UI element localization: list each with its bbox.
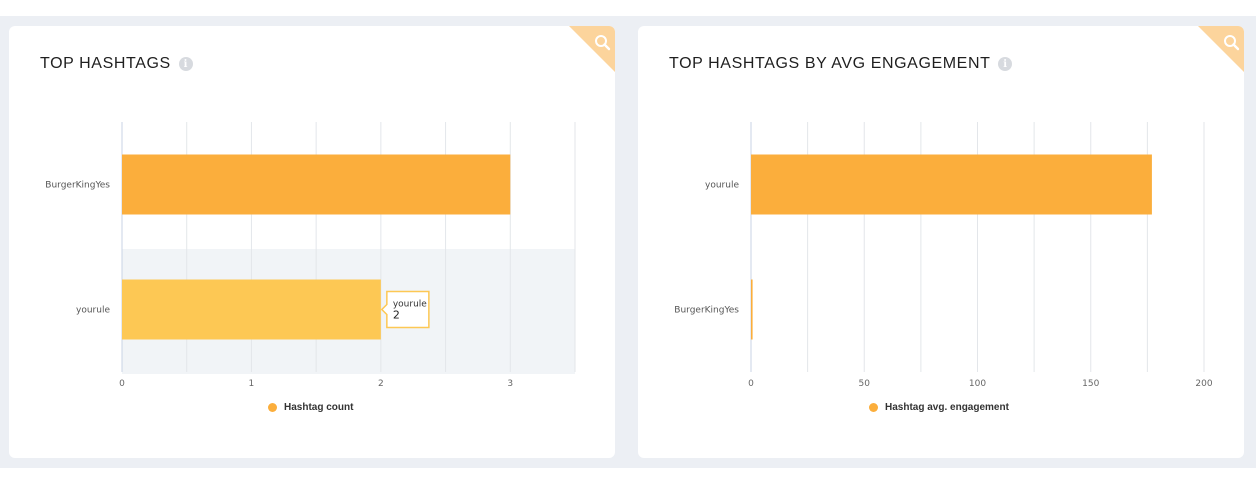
x-tick-label: 0 bbox=[748, 379, 754, 389]
x-tick-label: 150 bbox=[1082, 379, 1099, 389]
chart-legend[interactable]: Hashtag count bbox=[268, 402, 353, 413]
x-tick-label: 1 bbox=[249, 379, 255, 389]
info-icon[interactable]: i bbox=[178, 57, 193, 71]
top-hashtags-engagement-card: TOP HASHTAGS BY AVG ENGAGEMENT i 0 50 100 1… bbox=[638, 26, 1244, 458]
tooltip-value: 2 bbox=[393, 309, 400, 322]
hashtag-engagement-chart: 0 50 100 150 200 yourule BurgerKingYes bbox=[674, 122, 1213, 389]
category-label: yourule bbox=[705, 181, 739, 191]
legend-marker bbox=[268, 403, 277, 412]
top-hashtags-card: TOP HASHTAGS i 0 1 2 3 BurgerKingYes yourule y… bbox=[9, 26, 615, 458]
legend-label: Hashtag avg. engagement bbox=[885, 402, 1009, 413]
card-title: TOP HASHTAGS BY AVG ENGAGEMENT i bbox=[669, 55, 1013, 73]
bar bbox=[122, 154, 511, 215]
x-tick-label: 100 bbox=[969, 379, 986, 389]
tooltip-label: yourule bbox=[393, 300, 427, 310]
category-label: yourule bbox=[76, 306, 110, 316]
card-title-text: TOP HASHTAGS BY AVG ENGAGEMENT bbox=[669, 55, 991, 72]
legend-label: Hashtag count bbox=[284, 402, 354, 413]
bar bbox=[751, 154, 1152, 215]
x-tick-label: 200 bbox=[1195, 379, 1212, 389]
info-icon[interactable]: i bbox=[998, 57, 1013, 71]
tooltip-box bbox=[380, 290, 430, 329]
category-label: BurgerKingYes bbox=[45, 181, 110, 191]
card-title-text: TOP HASHTAGS bbox=[40, 55, 171, 72]
x-tick-label: 0 bbox=[119, 379, 125, 389]
chart-legend[interactable]: Hashtag avg. engagement bbox=[869, 402, 1009, 413]
category-label: BurgerKingYes bbox=[674, 306, 739, 316]
x-tick-label: 50 bbox=[859, 379, 871, 389]
bar bbox=[751, 279, 753, 340]
legend-marker bbox=[869, 403, 878, 412]
x-tick-label: 3 bbox=[507, 379, 513, 389]
search-icon[interactable] bbox=[569, 26, 615, 72]
card-title: TOP HASHTAGS i bbox=[40, 55, 193, 73]
x-tick-label: 2 bbox=[378, 379, 384, 389]
search-icon[interactable] bbox=[1198, 26, 1244, 72]
bar bbox=[122, 279, 381, 340]
